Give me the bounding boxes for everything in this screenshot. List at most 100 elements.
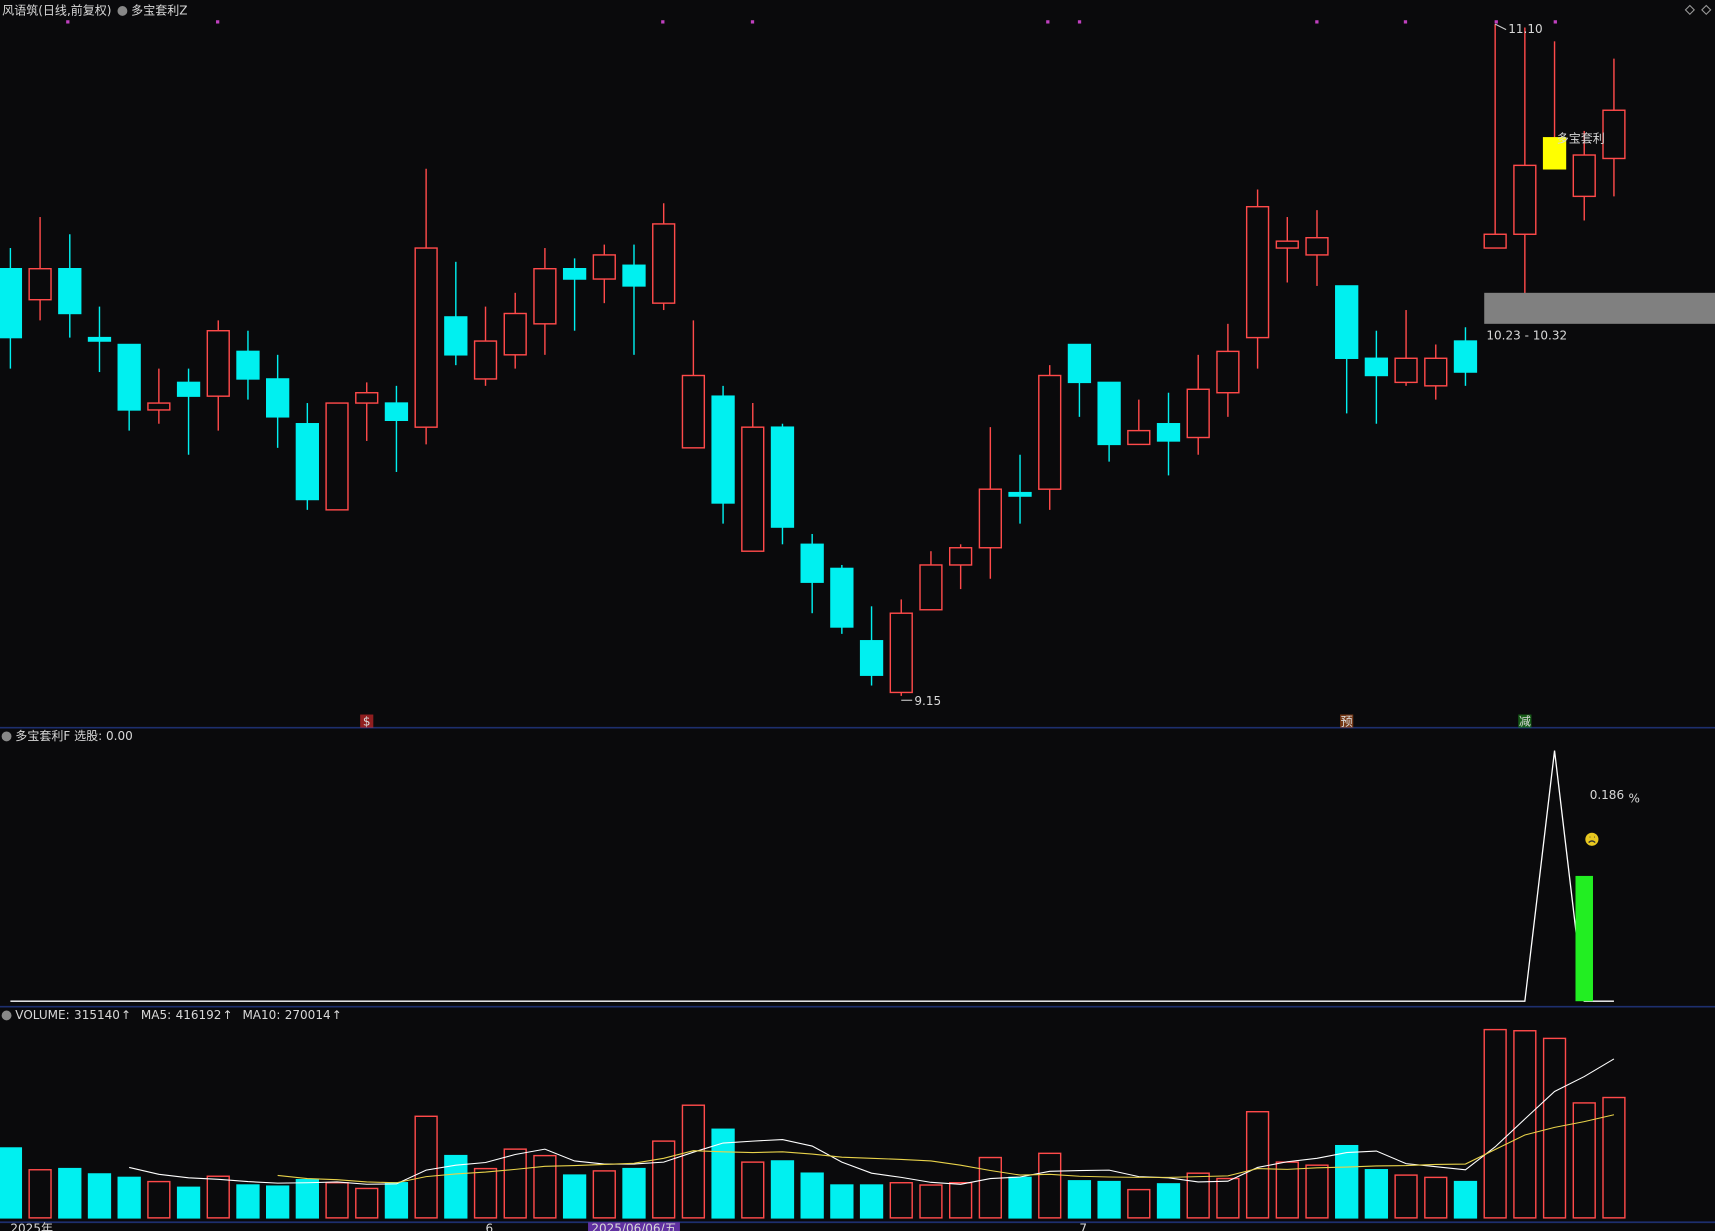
x-label-highlight <box>588 1222 680 1231</box>
volume-bar <box>295 1178 319 1219</box>
candle-body <box>800 543 824 583</box>
candle-body <box>414 247 438 428</box>
signal-dot <box>1553 20 1557 24</box>
mood-icon-face <box>1588 836 1596 844</box>
ratio-unit: % <box>1628 791 1639 805</box>
volume-bar <box>325 1182 349 1219</box>
volume-bar <box>1542 1037 1567 1219</box>
volume-ma-line <box>129 1058 1615 1185</box>
volume-bar <box>859 1184 884 1219</box>
volume-bar <box>117 1176 141 1219</box>
candle-body <box>652 223 676 304</box>
candle-body <box>1186 388 1210 439</box>
panel-toggle <box>1 1010 12 1021</box>
candle-body <box>28 267 52 301</box>
signal-dot <box>216 20 220 24</box>
volume-bar <box>1127 1188 1151 1219</box>
volume-bar <box>1335 1144 1359 1219</box>
volume-bar <box>1245 1110 1270 1219</box>
candle-body <box>622 264 646 287</box>
ma-legend-label: MA5: <box>141 1008 171 1022</box>
volume-bar <box>830 1184 854 1219</box>
candle-body <box>770 426 795 528</box>
volume-legend-trend: ↑ <box>121 1008 131 1022</box>
volume-bar <box>206 1175 230 1219</box>
candle-body <box>592 254 616 280</box>
zone-label: 10.23 - 10.32 <box>1486 328 1567 342</box>
candle-body <box>741 426 765 552</box>
volume-bar <box>562 1174 587 1219</box>
annotation-arrow <box>1494 23 1507 31</box>
candle-body <box>1245 205 1270 339</box>
candle-body <box>355 392 379 404</box>
candle-body <box>1335 285 1359 359</box>
candle-body <box>1572 154 1596 198</box>
candle-body <box>236 350 260 380</box>
candle-body <box>503 312 527 356</box>
ma-legend-label: MA10: <box>242 1008 280 1022</box>
volume-bar <box>1424 1176 1448 1219</box>
marker: 减 <box>1519 715 1531 729</box>
volume-bar <box>87 1173 112 1219</box>
candle-body <box>859 640 884 676</box>
volume-bar <box>741 1161 765 1219</box>
candle-body <box>1097 381 1121 446</box>
volume-bar <box>681 1104 706 1219</box>
mood-icon <box>1585 832 1599 846</box>
candle-body <box>117 343 141 411</box>
candle-body <box>87 336 112 342</box>
volume-bar <box>533 1154 557 1219</box>
candle-body <box>1424 357 1448 387</box>
volume-bar <box>384 1182 409 1219</box>
volume-bar <box>978 1156 1002 1219</box>
candle-body <box>384 402 409 421</box>
volume-bar <box>444 1154 468 1219</box>
candle-body <box>948 547 973 566</box>
candle-body <box>978 488 1002 549</box>
x-tick-label: 6 <box>486 1221 494 1231</box>
candle-body <box>562 267 587 280</box>
candle-body <box>1364 357 1389 377</box>
x-tick-label: 2025年 <box>10 1221 53 1231</box>
price-zone <box>1484 292 1715 324</box>
volume-bar <box>1364 1169 1389 1219</box>
candle-body <box>1127 429 1151 446</box>
signal-dot <box>1046 20 1050 24</box>
candle-body <box>1394 357 1418 384</box>
volume-ma-line <box>277 1114 1615 1184</box>
candle-body <box>295 423 319 501</box>
volume-bar <box>592 1170 616 1219</box>
candle-body <box>1483 233 1507 249</box>
marker-bg <box>360 714 374 728</box>
signal-label: 多宝套利 <box>1557 131 1605 145</box>
candle-body <box>889 612 913 694</box>
candle-body <box>473 340 498 380</box>
volume-bar <box>1038 1152 1062 1219</box>
sub-indicator-bar <box>1575 875 1593 1002</box>
candle-body <box>58 267 82 315</box>
volume-bar <box>889 1182 913 1219</box>
volume-bar <box>1008 1176 1032 1219</box>
volume-bar <box>1216 1177 1240 1219</box>
volume-bar <box>770 1160 795 1219</box>
volume-bar <box>355 1187 379 1219</box>
sub-indicator-title: 多宝套利F 选股: 0.00 <box>15 729 132 743</box>
candle-body <box>444 316 468 356</box>
volume-bar <box>1483 1028 1507 1219</box>
candle-body <box>266 378 290 418</box>
candle-body <box>1542 137 1567 170</box>
signal-dot <box>1315 20 1319 24</box>
window-icons[interactable] <box>1684 4 1712 15</box>
x-tick-label: 2025/06/06/五 <box>591 1221 676 1231</box>
volume-bar <box>919 1184 943 1219</box>
volume-bar <box>1186 1172 1210 1219</box>
signal-dot <box>1077 20 1082 24</box>
ma-legend-trend: ↑ <box>223 1008 233 1022</box>
candle-body <box>325 402 349 511</box>
candle-body <box>1275 240 1299 249</box>
volume-bar <box>266 1185 290 1219</box>
volume-legend-label: VOLUME: <box>15 1008 69 1022</box>
indicator-toggle[interactable] <box>117 6 128 16</box>
